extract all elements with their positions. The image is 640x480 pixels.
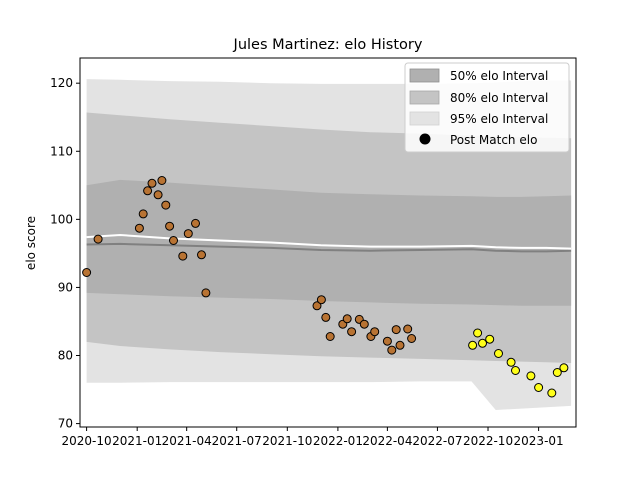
legend-marker-post-match [419,133,431,145]
post-match-point [147,178,157,188]
legend-label-post-match: Post Match elo [450,133,537,147]
post-match-point [153,190,163,200]
post-match-point [494,349,503,358]
legend-label-95: 95% elo Interval [450,112,548,126]
post-match-point [134,223,144,233]
post-match-point [183,229,193,239]
y-tick-label: 90 [58,280,73,294]
legend-label-80: 80% elo Interval [450,91,548,105]
post-match-point [93,234,103,244]
y-tick-label: 110 [50,144,73,158]
post-match-point [161,200,171,210]
post-match-point [526,371,536,381]
median-line [86,242,572,253]
post-match-point [138,209,148,219]
x-tick-label: 2023-01 [514,434,564,448]
post-match-point [468,340,478,350]
y-tick-label: 100 [50,212,73,226]
post-match-point [387,345,397,355]
post-match-point [169,236,178,245]
post-match-point [178,251,188,261]
post-match-point [312,301,322,311]
post-match-point [325,332,335,341]
y-axis-ticks: 70 80 90 100 110 120 [50,76,80,431]
legend-swatch-80 [409,90,440,105]
plot-frame [79,57,577,428]
x-tick-label: 2021-10 [262,434,312,448]
post-match-point [342,314,352,324]
x-tick-label: 2022-07 [412,434,462,448]
post-match-point [370,327,380,337]
x-tick-label: 2021-04 [162,434,212,448]
legend: 50% elo Interval 80% elo Interval 95% el… [404,62,570,153]
legend-box [404,62,570,153]
post-match-point [552,368,562,377]
x-axis-ticks: 2020-10 2021-01 2021-04 2021-07 2021-10 2022-… [62,427,564,448]
legend-swatch-50 [409,68,440,83]
chart-title: Jules Martinez: elo History [233,37,423,53]
legend-swatch-95 [409,111,440,126]
x-tick-label: 2020-10 [62,434,112,448]
post-match-point [478,338,487,348]
x-tick-label: 2021-01 [112,434,162,448]
post-match-point [391,325,401,335]
post-match-point [559,363,569,373]
post-match-point [395,340,405,350]
y-axis-label: elo score [24,216,38,270]
post-match-point [403,324,413,334]
post-match-point [473,328,483,338]
post-match-point [165,221,175,231]
post-match-point [547,388,557,398]
post-match-point [82,268,92,277]
post-match-point [197,250,206,260]
post-match-point [506,357,516,367]
post-match-point [191,218,200,228]
post-match-point [347,327,357,337]
y-tick-label: 120 [50,76,73,90]
post-match-point [511,366,520,375]
post-match-point [359,319,369,329]
post-match-point [534,383,544,392]
x-tick-label: 2022-10 [463,434,513,448]
x-tick-label: 2021-07 [212,434,262,448]
post-match-point [485,334,495,344]
x-tick-label: 2022-01 [313,434,363,448]
legend-label-50: 50% elo Interval [450,69,548,83]
post-match-point [157,176,167,185]
y-tick-label: 70 [58,417,73,431]
post-match-point [321,312,331,322]
post-match-point [201,288,211,298]
post-match-points [82,176,569,398]
post-match-point [382,336,392,346]
post-match-point [143,186,153,196]
y-tick-label: 80 [58,349,73,363]
post-match-point [316,295,326,305]
band-50 [86,179,572,306]
x-tick-label: 2022-04 [362,434,412,448]
post-match-point [407,334,417,343]
